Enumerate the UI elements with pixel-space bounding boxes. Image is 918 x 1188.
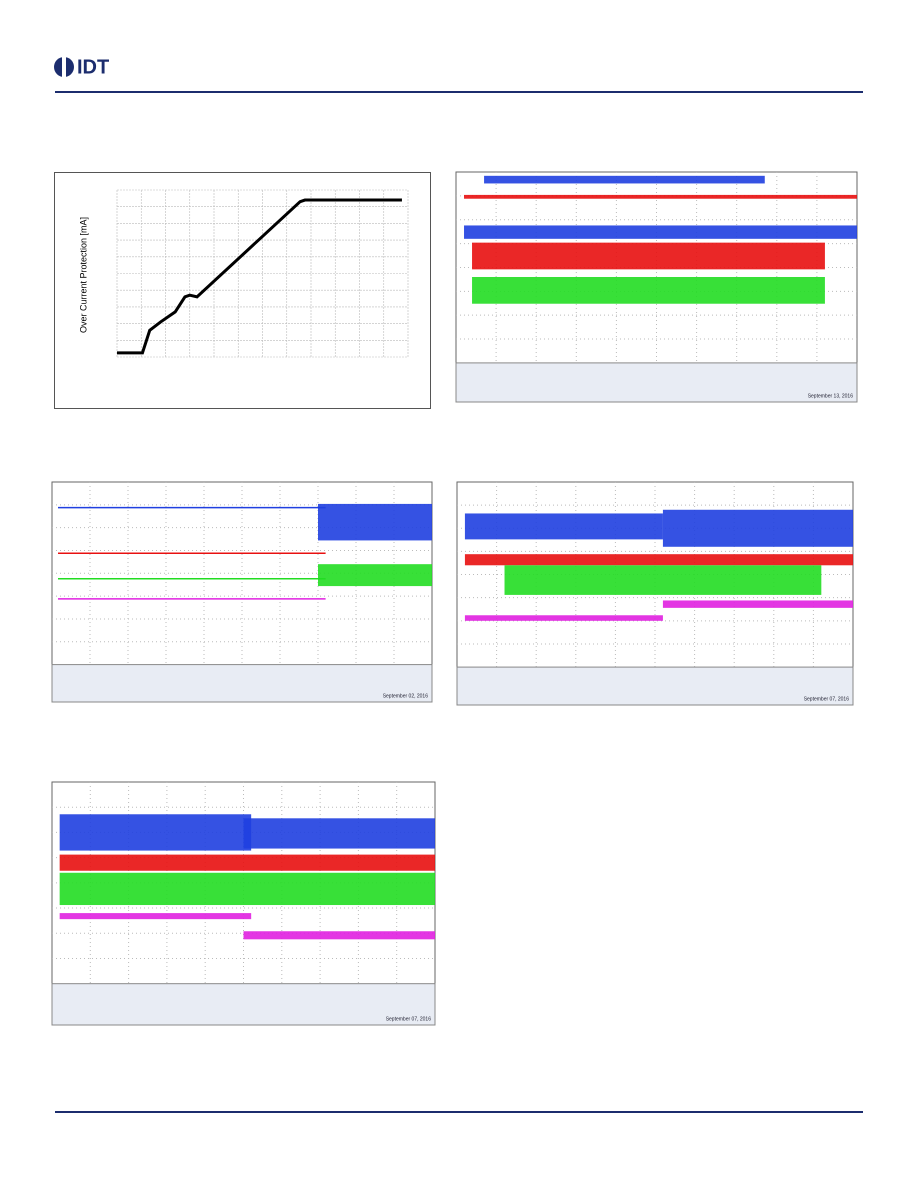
scope-trace [504,565,822,595]
logo-text: IDT [77,56,109,78]
scope-status-bar [455,362,858,403]
scope-trace [464,194,857,199]
scope-trace [464,615,663,621]
scope-status-bar [456,666,854,706]
scope-trace [318,503,432,541]
scope-trace [484,175,765,184]
chart-frame [54,172,431,409]
scope-trace [464,554,853,566]
footer-rule [55,1111,863,1113]
scope-screenshot: September 13, 2016 [455,171,858,403]
logo: IDT [54,56,109,78]
ocp-line [117,198,402,355]
scope-date: September 07, 2016 [804,696,850,702]
scope-trace [243,818,435,849]
scope-trace [662,600,853,608]
logo-mark-cut [62,56,66,78]
scope-trace [464,513,663,540]
header-rule [55,91,863,93]
scope-trace [318,564,432,587]
scope-trace [472,276,825,304]
scope-date: September 13, 2016 [808,393,854,399]
scope-date: September 02, 2016 [383,693,429,699]
scope-trace [472,242,825,270]
scope-trace [59,872,435,906]
scope-trace [243,931,435,940]
scope-trace [59,913,252,920]
scope-trace [464,225,857,239]
scope-screenshot: September 07, 2016 [51,781,436,1026]
scope-status-bar [51,983,436,1026]
scope-screenshot: September 02, 2016 [51,481,433,703]
scope-trace [59,814,252,851]
y-axis-label: Over Current Protection [mA] [78,217,88,333]
scope-screenshot: September 07, 2016 [456,481,854,706]
scope-date: September 07, 2016 [386,1016,432,1022]
scope-trace [662,509,853,547]
scope-status-bar [51,664,433,703]
scope-trace [59,854,435,871]
